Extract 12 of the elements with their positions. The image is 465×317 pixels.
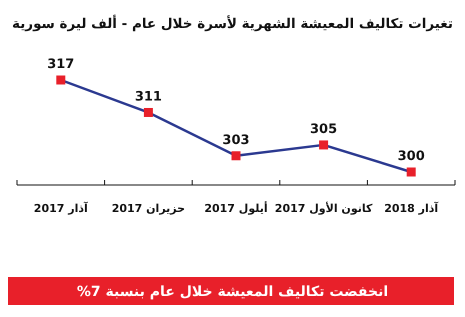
data-label: 317 [47, 57, 74, 72]
x-tick-label: آذار 2017 [34, 201, 88, 215]
chart-title: تغيرات تكاليف المعيشة الشهرية لأسرة خلال عام - ألف ليرة سورية [12, 14, 453, 32]
text: انخفضت تكاليف المعيشة خلال عام بنسبة 7% [76, 284, 388, 300]
data-label: 303 [222, 132, 250, 148]
data-label: 305 [310, 122, 338, 137]
x-tick-label: كانون الأول 2017 [274, 201, 373, 215]
data-label: 311 [134, 89, 162, 104]
x-tick-label: حزيران 2017 [112, 202, 186, 215]
x-tick-label: آذار 2018 [384, 201, 438, 215]
data-label: 300 [398, 149, 425, 164]
x-tick-label: أيلول 2017 [204, 201, 268, 215]
